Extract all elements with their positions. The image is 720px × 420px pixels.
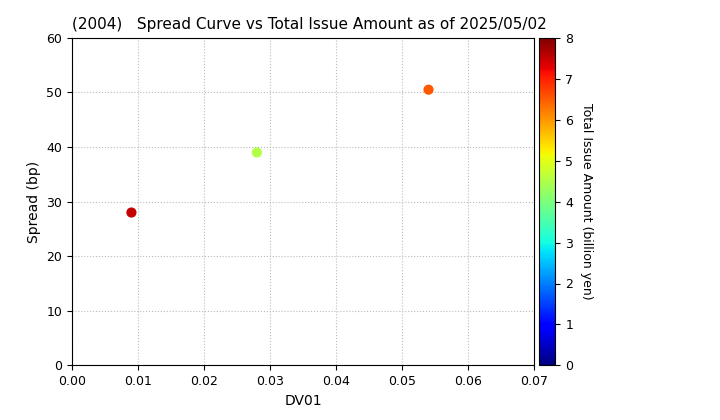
Point <box>126 209 138 216</box>
Point <box>251 149 263 156</box>
Y-axis label: Spread (bp): Spread (bp) <box>27 160 41 243</box>
Point <box>423 86 434 93</box>
X-axis label: DV01: DV01 <box>284 394 322 408</box>
Y-axis label: Total Issue Amount (billion yen): Total Issue Amount (billion yen) <box>580 103 593 300</box>
Text: (2004)   Spread Curve vs Total Issue Amount as of 2025/05/02: (2004) Spread Curve vs Total Issue Amoun… <box>72 18 546 32</box>
